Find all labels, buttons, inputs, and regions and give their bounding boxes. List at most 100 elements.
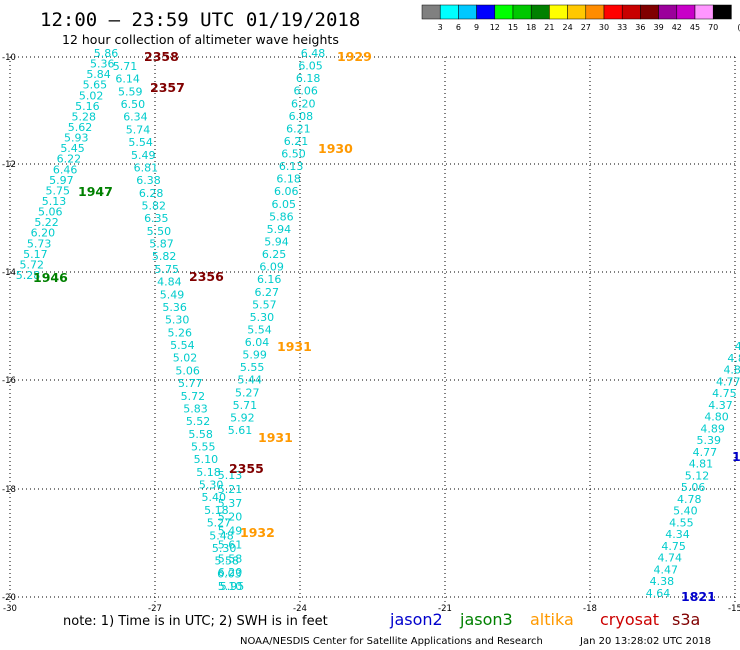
wave-height-value: 5.97 xyxy=(49,174,74,187)
scale-swatch xyxy=(694,4,714,20)
pass-time-label: 1946 xyxy=(33,270,68,285)
wave-height-value: 5.61 xyxy=(228,424,253,437)
wave-height-value: 4.75 xyxy=(661,540,686,553)
legend-jason3: jason3 xyxy=(459,610,513,629)
wave-height-value: 4.80 xyxy=(704,411,729,424)
wave-height-value: 6.25 xyxy=(262,248,287,261)
wave-height-value: 5.72 xyxy=(19,258,44,271)
wave-height-value: 6.13 xyxy=(279,160,304,173)
scale-label: 24 xyxy=(563,23,573,32)
wave-height-value: 6.21 xyxy=(284,135,309,148)
wave-height-value: 6.20 xyxy=(218,566,243,579)
wave-height-value: 5.59 xyxy=(118,85,143,98)
wave-height-value: 5.50 xyxy=(147,225,172,238)
wave-height-value: 6.14 xyxy=(115,73,140,86)
legend-jason2: jason2 xyxy=(389,610,443,629)
wave-height-value: 4.75 xyxy=(712,387,737,400)
wave-height-value: 5.30 xyxy=(165,314,190,327)
pass-time-label: 1930 xyxy=(318,141,353,156)
wave-height-value: 5.54 xyxy=(170,339,195,352)
wave-height-value: 5.55 xyxy=(191,440,216,453)
scale-swatch xyxy=(512,4,532,20)
legend-cryosat: cryosat xyxy=(600,610,659,629)
wave-height-value: 5.02 xyxy=(79,89,104,102)
scale-swatch xyxy=(476,4,496,20)
wave-height-value: 5.75 xyxy=(155,263,180,276)
wave-height-value: 5.06 xyxy=(175,364,200,377)
wave-height-value: 6.35 xyxy=(144,212,169,225)
lat-tick-label: -14 xyxy=(2,268,16,278)
wave-height-value: 6.06 xyxy=(274,185,299,198)
wave-height-value: 5.28 xyxy=(16,269,41,282)
wave-height-value: 6.05 xyxy=(298,60,323,73)
wave-height-value: 5.10 xyxy=(194,453,219,466)
wave-height-value: 5.57 xyxy=(252,298,277,311)
scale-swatch xyxy=(603,4,623,20)
lon-tick-label: -30 xyxy=(3,604,17,614)
lon-tick-label: -27 xyxy=(148,604,162,614)
scale-swatch xyxy=(712,4,732,20)
wave-height-value: 5.62 xyxy=(68,121,93,134)
wave-height-value: 4.78 xyxy=(677,493,702,506)
pass-time-label: 1932 xyxy=(240,525,275,540)
scale-swatch xyxy=(658,4,678,20)
wave-height-value: 5.22 xyxy=(34,216,59,229)
legend-altika: altika xyxy=(530,610,574,629)
wave-height-value: 5.71 xyxy=(113,60,138,73)
lon-tick-label: -15 xyxy=(728,604,740,614)
scale-label: 36 xyxy=(635,23,645,32)
wave-height-value: 5.12 xyxy=(685,469,710,482)
scale-label: 6 xyxy=(456,23,461,32)
wave-height-value: 5.58 xyxy=(215,555,240,568)
wave-height-value: 5.40 xyxy=(673,505,698,518)
pass-time-label: 1931 xyxy=(258,430,293,445)
wave-height-value: 5.71 xyxy=(233,399,258,412)
wave-height-value: 5.94 xyxy=(267,223,292,236)
scale-swatch xyxy=(494,4,514,20)
scale-label: 15 xyxy=(508,23,518,32)
wave-height-value: 5.17 xyxy=(23,248,48,261)
satellite-legend: jason2 jason3 altika cryosat s3a xyxy=(389,610,700,629)
wave-height-value: 6.04 xyxy=(245,336,270,349)
wave-height-value: 5.30 xyxy=(199,479,224,492)
axis-tick-labels: -30 -27 -24 -21 -18 -15 -10 -12 -14 -16 -18 -20 xyxy=(2,53,740,614)
wave-height-value: 5.82 xyxy=(141,200,166,213)
pass-time-label: 2358 xyxy=(144,49,179,64)
wave-height-value: 5.06 xyxy=(38,206,63,219)
wave-height-value: 6.20 xyxy=(31,227,56,240)
scale-label: 30 xyxy=(599,23,609,32)
wave-height-value: 6.21 xyxy=(286,122,311,135)
wave-height-value: 4.77 xyxy=(716,375,740,388)
wave-height-value: 6.81 xyxy=(134,161,159,174)
wave-height-value: 6.48 xyxy=(301,47,326,60)
wave-height-value: 5.55 xyxy=(240,361,265,374)
scale-unit: (ft) xyxy=(737,23,740,32)
wave-height-value: 5.54 xyxy=(247,323,272,336)
wave-height-value: 5.18 xyxy=(204,504,229,517)
wave-height-value: 4.34 xyxy=(665,528,690,541)
scale-swatch xyxy=(621,4,641,20)
wave-height-value: 5.75 xyxy=(45,184,70,197)
wave-height-value: 5.39 xyxy=(697,434,722,447)
wave-height-value: 5.58 xyxy=(218,552,243,565)
wave-height-value: 5.82 xyxy=(152,250,177,263)
wave-height-value: 5.94 xyxy=(264,236,289,249)
wave-height-value: 5.30 xyxy=(212,542,237,555)
wave-height-value: 4.84 xyxy=(157,276,182,289)
wave-height-value: 5.21 xyxy=(218,483,243,496)
wave-height-value: 5.44 xyxy=(237,374,262,387)
wave-height-value: 5.06 xyxy=(681,481,706,494)
scale-swatch xyxy=(439,4,459,20)
wave-height-value: 5.16 xyxy=(75,100,100,113)
wave-height-value: 5.77 xyxy=(178,377,203,390)
wave-height-value: 6.20 xyxy=(291,97,316,110)
scale-swatch xyxy=(640,4,659,20)
wave-height-value: 6.18 xyxy=(276,173,301,186)
wave-height-value: 4.77 xyxy=(693,446,718,459)
scale-swatch xyxy=(549,4,568,20)
pass-time-label: 2355 xyxy=(229,461,264,476)
pass-time-label: 2356 xyxy=(189,269,224,284)
wave-height-value: 6.18 xyxy=(296,72,321,85)
wave-height-value: 5.58 xyxy=(188,428,213,441)
